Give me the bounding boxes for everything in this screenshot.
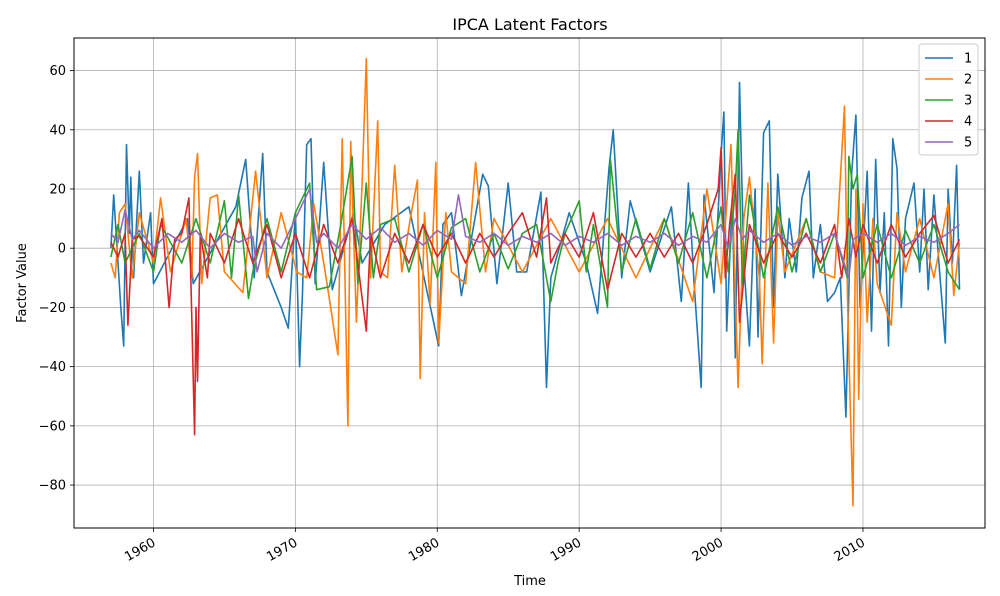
- y-axis-label: Factor Value: [15, 243, 30, 323]
- series-line-3: [110, 129, 961, 309]
- series-line-4: [110, 146, 961, 436]
- legend-label-1: 1: [964, 52, 972, 67]
- y-tick-label: −80: [39, 479, 66, 494]
- chart-title: IPCA Latent Factors: [452, 15, 607, 34]
- legend-label-5: 5: [964, 136, 972, 151]
- plot-frame: [73, 37, 986, 529]
- legend-label-2: 2: [964, 73, 972, 88]
- series-line-1: [110, 81, 961, 418]
- y-tick-label: −40: [39, 360, 66, 375]
- y-axis-ticks: −80 −60 −40 −20 0 20 40 60: [39, 64, 74, 494]
- y-tick-label: −60: [39, 419, 66, 434]
- y-tick-label: 60: [49, 64, 66, 79]
- y-tick-label: 0: [58, 242, 66, 257]
- x-axis-label: Time: [513, 574, 546, 589]
- legend: 1 2 3 4 5: [918, 43, 979, 156]
- y-tick-label: 20: [49, 182, 66, 197]
- series-lines: [110, 57, 961, 507]
- legend-label-4: 4: [964, 115, 972, 130]
- legend-label-3: 3: [964, 94, 972, 109]
- series-line-2: [110, 57, 961, 507]
- y-tick-label: −20: [39, 301, 66, 316]
- series-line-5: [110, 188, 960, 279]
- y-tick-label: 40: [49, 123, 66, 138]
